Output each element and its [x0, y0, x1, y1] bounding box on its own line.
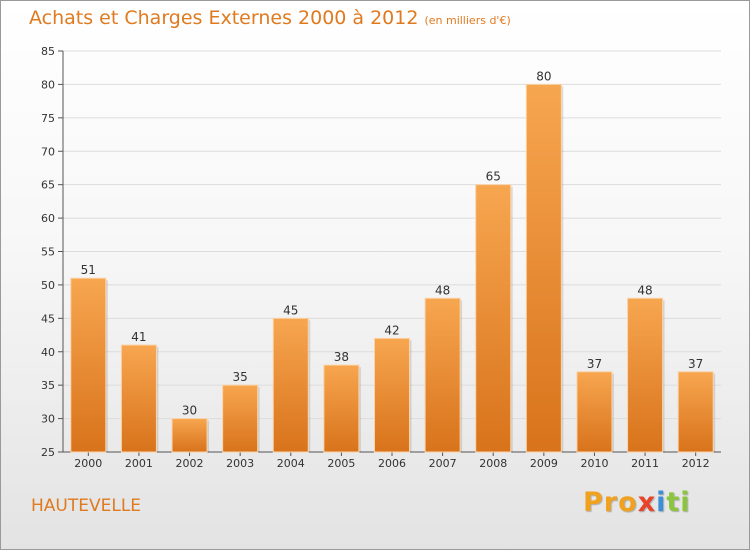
y-tick-label: 30 [41, 413, 55, 426]
x-tick-label: 2007 [429, 457, 457, 470]
x-tick-label: 2000 [74, 457, 102, 470]
y-tick-label: 25 [41, 446, 55, 459]
bar-2011 [627, 297, 664, 453]
data-label: 48 [435, 283, 450, 297]
chart-title-text: Achats et Charges Externes 2000 à 2012 [29, 7, 419, 29]
data-label: 42 [384, 323, 399, 337]
bar-2004 [272, 317, 309, 453]
x-tick-label: 2006 [378, 457, 406, 470]
bar-2000 [70, 277, 107, 453]
y-tick-label: 35 [41, 379, 55, 392]
data-label: 48 [637, 283, 652, 297]
location-name: HAUTEVELLE [31, 496, 142, 516]
y-tick-label: 80 [41, 78, 55, 91]
brand-letter: o [618, 487, 638, 518]
bar-2009 [525, 83, 562, 453]
axes: 25 30 35 40 45 50 55 60 65 70 75 80 85 2000 2001 2002 20… [41, 45, 721, 470]
chart-title: Achats et Charges Externes 2000 à 2012 (e… [29, 7, 511, 29]
y-tick-label: 40 [41, 346, 55, 359]
data-label: 37 [587, 357, 602, 371]
brand-letter: x [637, 487, 657, 518]
bar-2005 [323, 364, 360, 453]
y-tick-label: 60 [41, 212, 55, 225]
data-labels: 51 41 30 35 45 38 42 48 65 80 37 48 37 [81, 69, 704, 417]
brand-letter: r [603, 487, 619, 518]
x-tick-label: 2009 [530, 457, 558, 470]
x-tick-label: 2011 [631, 457, 659, 470]
bar-2006 [374, 337, 410, 453]
data-label: 41 [131, 330, 146, 344]
bar-2008 [475, 184, 512, 453]
bar-2002 [171, 418, 208, 453]
bar-2010 [576, 371, 613, 453]
y-tick-label: 70 [41, 145, 55, 158]
x-tick-label: 2005 [327, 457, 355, 470]
y-tick-label: 45 [41, 312, 55, 325]
data-label: 30 [182, 404, 197, 418]
x-tick-label: 2004 [277, 457, 305, 470]
data-label: 35 [233, 370, 248, 384]
data-label: 38 [334, 350, 349, 364]
data-label: 51 [81, 263, 96, 277]
x-tick-label: 2010 [580, 457, 608, 470]
brand-logo: Proxiti [583, 487, 691, 518]
chart-unit: (en milliers d'€) [424, 14, 511, 27]
y-tick-label: 65 [41, 179, 55, 192]
data-label: 65 [486, 170, 501, 184]
data-label: 45 [283, 303, 298, 317]
bar-2007 [424, 297, 461, 453]
data-label: 37 [688, 357, 703, 371]
x-tick-label: 2012 [682, 457, 710, 470]
x-tick-label: 2003 [226, 457, 254, 470]
y-tick-label: 55 [41, 246, 55, 259]
brand-letter: P [583, 487, 604, 518]
bar-2012 [677, 371, 714, 453]
x-tick-label: 2002 [176, 457, 204, 470]
brand-letter: t [666, 487, 681, 518]
brand-letter: i [656, 487, 667, 518]
x-tick-label: 2008 [479, 457, 507, 470]
bars [70, 83, 716, 453]
bar-2001 [120, 344, 157, 453]
bar-2003 [222, 384, 259, 453]
y-tick-label: 75 [41, 112, 55, 125]
brand-letter: i [680, 487, 691, 518]
y-tick-label: 50 [41, 279, 55, 292]
y-tick-label: 85 [41, 45, 55, 58]
data-label: 80 [536, 69, 551, 83]
x-tick-label: 2001 [125, 457, 153, 470]
